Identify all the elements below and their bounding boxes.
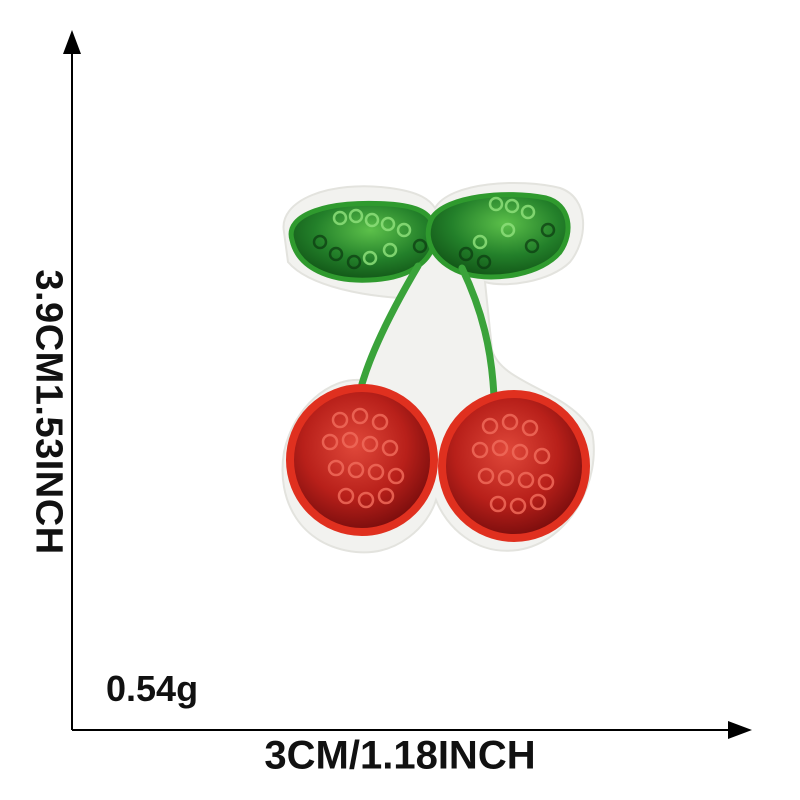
right-cherry <box>438 390 590 542</box>
up-arrowhead <box>63 30 81 54</box>
height-label: 3.9CM1.53INCH <box>27 269 70 555</box>
weight-label: 0.54g <box>106 668 199 709</box>
cherry-stems <box>358 262 498 402</box>
left-cherry <box>286 384 438 536</box>
leaf-pair <box>288 192 571 283</box>
width-label: 3CM/1.18INCH <box>264 733 536 778</box>
right-arrowhead <box>728 721 752 739</box>
cherry-patch-image <box>281 181 595 554</box>
